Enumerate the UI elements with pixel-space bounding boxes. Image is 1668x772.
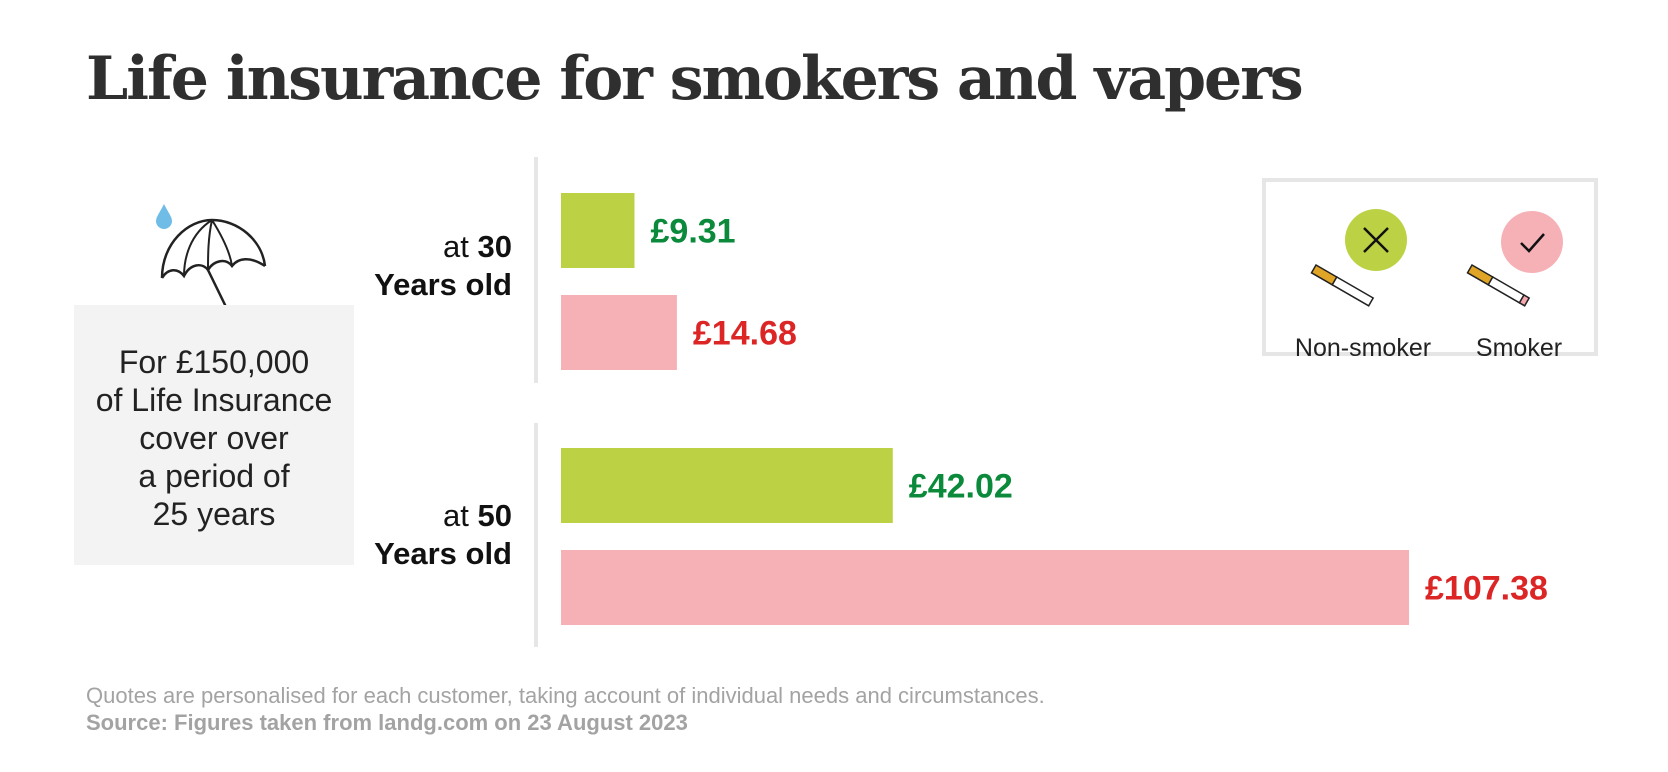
legend-label: Non-smoker: [1294, 334, 1432, 362]
bar-smoker-1: [561, 295, 677, 370]
bar-non-smoker-1: [561, 193, 635, 268]
source-note: Source: Figures taken from landg.com on …: [86, 710, 688, 735]
bar-value-label: £107.38: [1425, 570, 1548, 608]
legend: Non-smoker Smoker: [1262, 178, 1598, 362]
chart-title: Life insurance for smokers and vapers: [86, 44, 1304, 114]
age-label-50: at 50 Years old: [374, 497, 512, 573]
group-divider-30: [534, 157, 538, 383]
info-box: For £150,000 of Life Insurance cover ove…: [74, 305, 354, 565]
age-prefix: at: [443, 498, 469, 533]
legend-item-smoker: Smoker: [1444, 206, 1594, 362]
age-prefix: at: [443, 229, 469, 264]
age-unit: Years old: [374, 536, 512, 571]
age-unit: Years old: [374, 267, 512, 302]
bar-value-label: £14.68: [693, 315, 797, 353]
cigarette-cross-icon: [1310, 209, 1407, 307]
cover-description: For £150,000 of Life Insurance cover ove…: [95, 344, 333, 532]
age-number: 30: [477, 229, 512, 264]
group-divider-50: [534, 423, 538, 647]
age-label-30: at 30 Years old: [374, 228, 512, 304]
legend-label: Smoker: [1475, 334, 1563, 362]
bar-value-label: £42.02: [909, 468, 1013, 506]
legend-item-non-smoker: Non-smoker: [1288, 206, 1438, 362]
bar-value-label: £9.31: [651, 213, 736, 251]
age-number: 50: [477, 498, 512, 533]
bar-non-smoker-2: [561, 448, 893, 523]
legend-swatch: [1501, 211, 1563, 273]
bar-smoker-2: [561, 550, 1409, 625]
footnote: Quotes are personalised for each custome…: [86, 683, 1045, 708]
cigarette-check-icon: [1466, 211, 1563, 307]
